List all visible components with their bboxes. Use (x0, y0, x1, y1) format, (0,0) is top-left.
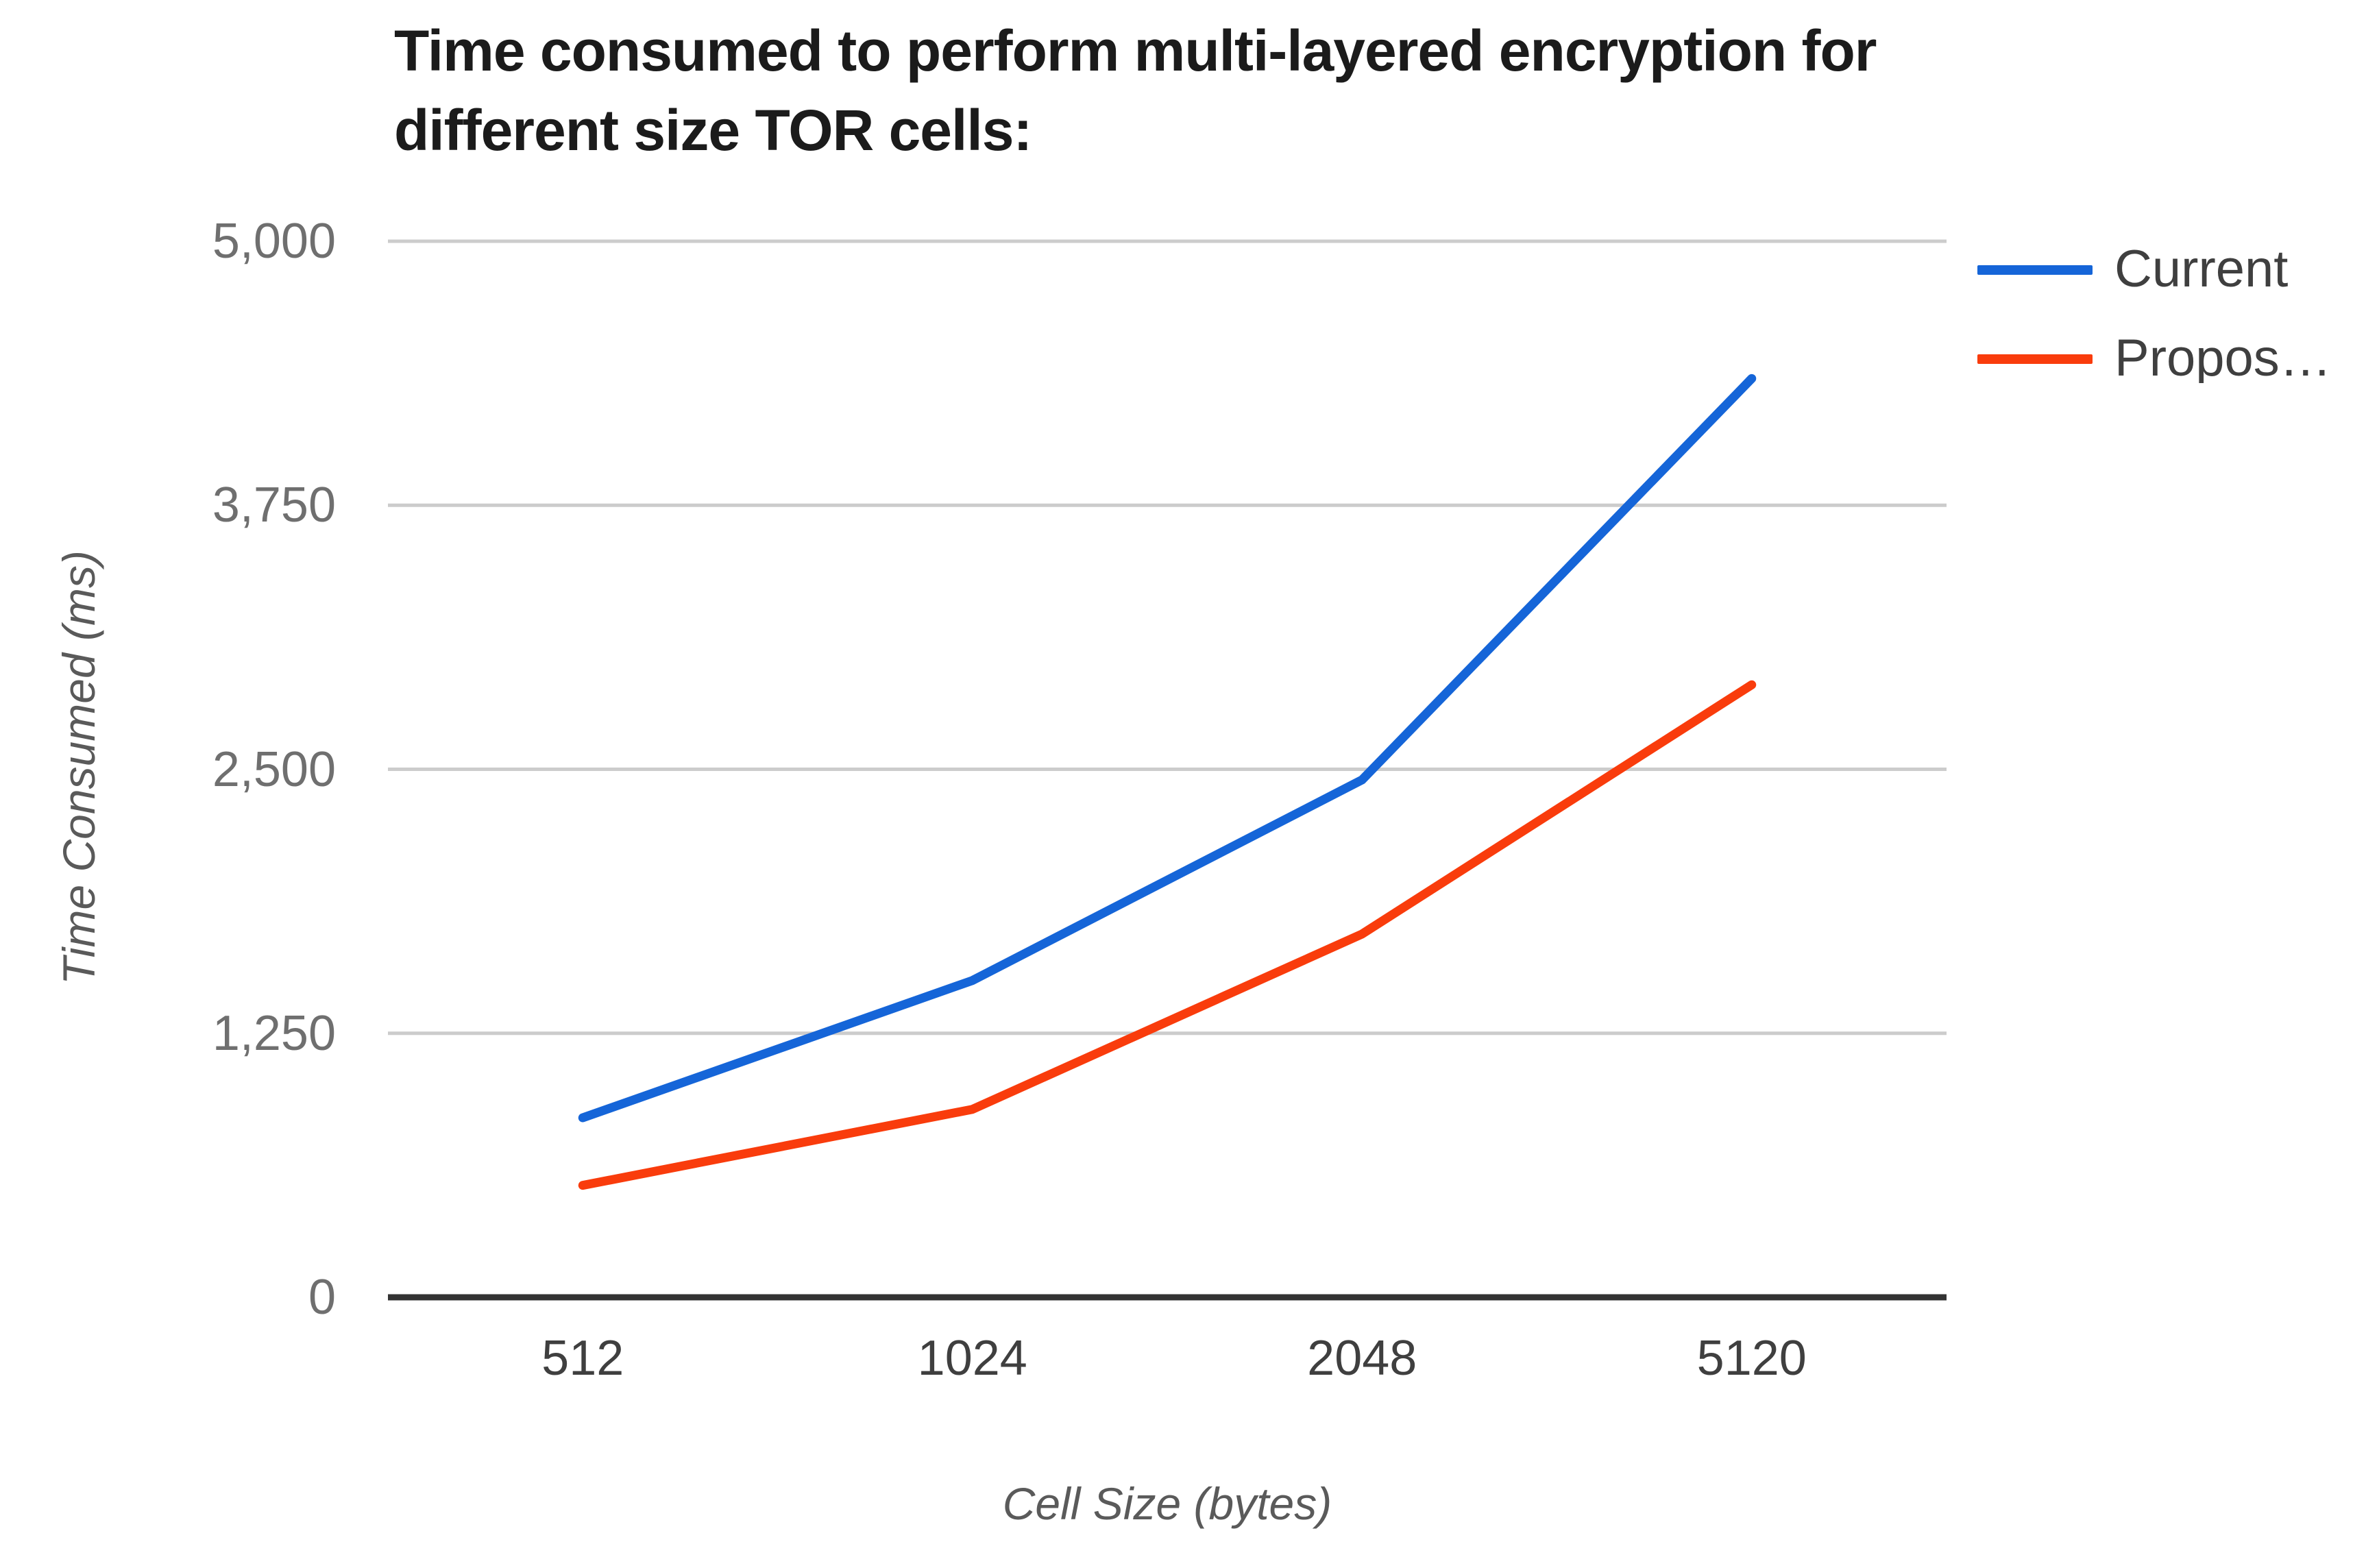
x-tick-label: 512 (541, 1331, 624, 1386)
x-tick-label: 1024 (917, 1331, 1027, 1386)
y-tick-label: 0 (308, 1270, 336, 1325)
legend-line-swatch-current (1977, 265, 2093, 275)
y-tick-label: 2,500 (212, 742, 336, 797)
x-tick-label: 2048 (1307, 1331, 1417, 1386)
y-axis-title: Time Consumed (ms) (53, 550, 104, 985)
series-line-1[interactable] (578, 680, 1757, 1190)
legend-label-proposed: Propos… (2114, 334, 2332, 383)
x-axis-title: Cell Size (bytes) (1002, 1478, 1332, 1529)
y-tick-label: 1,250 (212, 1005, 336, 1061)
y-tick-label: 5,000 (212, 214, 336, 269)
chart-title-line2: different size TOR cells: (394, 98, 1032, 162)
series-line-0[interactable] (578, 373, 1757, 1123)
chart-title: Time consumed to perform multi-layered e… (394, 11, 1877, 170)
y-tick-label: 3,750 (212, 478, 336, 533)
x-tick-label: 5120 (1696, 1331, 1807, 1386)
chart-title-line1: Time consumed to perform multi-layered e… (394, 19, 1877, 83)
legend-label-current: Current (2114, 245, 2289, 294)
legend-line-swatch-proposed (1977, 354, 2093, 364)
